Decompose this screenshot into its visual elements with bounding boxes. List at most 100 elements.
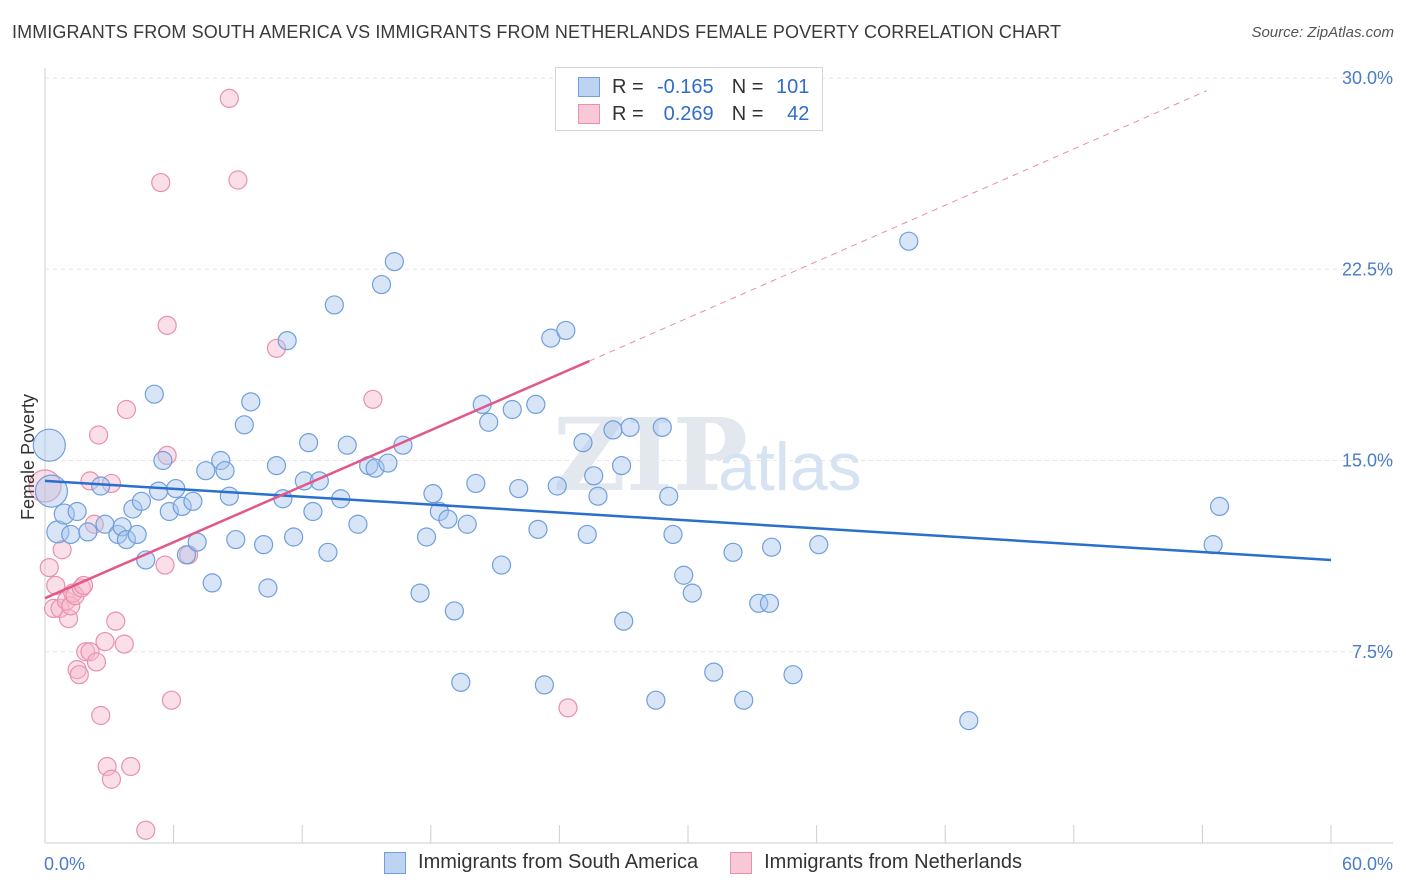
data-point <box>112 517 132 537</box>
data-point <box>318 542 338 562</box>
data-point <box>136 820 156 840</box>
legend-row-netherlands: R = 0.269 N = 42 <box>578 101 809 127</box>
data-point <box>348 514 368 534</box>
y-tick-label: 22.5% <box>1342 259 1393 279</box>
data-point <box>97 756 117 777</box>
data-point <box>652 417 672 437</box>
data-point <box>674 565 694 585</box>
data-point <box>84 514 104 534</box>
series-netherlands-points <box>28 88 578 840</box>
watermark-zip: ZIP <box>553 396 748 514</box>
data-point <box>144 384 164 404</box>
legend-n-label: N = <box>731 75 764 98</box>
y-tick-label: 30.0% <box>1342 68 1393 88</box>
data-point <box>502 399 522 420</box>
legend-row-south-america: R = -0.165 N = 101 <box>578 74 809 100</box>
data-point <box>423 484 443 504</box>
series-legend-item-netherlands[interactable]: Immigrants from Netherlands <box>730 851 1022 874</box>
data-point <box>131 491 152 511</box>
data-point <box>266 338 287 358</box>
data-point <box>106 611 126 631</box>
y-tick-label: 15.0% <box>1342 451 1393 471</box>
data-point <box>155 555 175 575</box>
data-point <box>28 469 62 503</box>
data-point <box>611 456 632 476</box>
data-point <box>53 503 75 525</box>
data-point <box>234 415 254 435</box>
legend-swatch-pink <box>578 104 600 124</box>
series-legend-swatch-pink <box>730 851 753 874</box>
data-point <box>663 524 683 545</box>
trend-line-netherlands-extension <box>589 90 1207 362</box>
x-tick-label: 0.0% <box>44 854 85 874</box>
legend-n-label: N = <box>731 102 764 125</box>
data-point <box>558 698 578 718</box>
legend-r-label: R = <box>612 102 644 125</box>
axes <box>44 68 1393 844</box>
data-point <box>324 295 344 315</box>
data-point <box>783 665 803 685</box>
data-point <box>148 481 169 501</box>
data-point <box>541 328 561 348</box>
y-tick-label: 7.5% <box>1352 642 1393 662</box>
trend-lines <box>44 90 1332 600</box>
legend-r-label: R = <box>612 75 644 98</box>
data-point <box>116 399 137 420</box>
data-point <box>241 392 261 412</box>
data-point <box>646 690 666 710</box>
series-legend-item-south-america[interactable]: Immigrants from South America <box>384 851 698 874</box>
watermark: ZIP atlas <box>553 396 862 514</box>
data-point <box>254 535 274 555</box>
data-point <box>86 652 107 672</box>
data-point <box>153 450 173 471</box>
data-point <box>101 769 122 789</box>
correlation-legend: R = -0.165 N = 101 R = 0.269 N = 42 <box>555 67 823 131</box>
data-point <box>899 231 919 251</box>
legend-r-value: 0.269 <box>663 102 714 125</box>
data-point <box>80 471 100 491</box>
data-point <box>614 611 634 631</box>
trend-line-netherlands <box>44 359 590 600</box>
data-point <box>91 476 111 496</box>
data-point <box>371 274 392 295</box>
data-point <box>277 331 297 351</box>
data-point <box>32 428 66 462</box>
data-point <box>438 509 458 529</box>
data-point <box>91 705 111 726</box>
data-point <box>211 450 231 471</box>
legend-r-value: -0.165 <box>656 75 714 98</box>
trend-line-south-america <box>44 479 1332 562</box>
data-point <box>226 529 246 550</box>
data-point <box>52 540 72 560</box>
x-tick-label: 60.0% <box>1342 854 1393 874</box>
gridlines <box>45 77 1393 653</box>
data-point <box>127 524 147 545</box>
data-point <box>959 710 979 731</box>
data-point <box>659 486 679 506</box>
series-legend-label: Immigrants from Netherlands <box>764 851 1022 873</box>
data-point <box>682 583 702 603</box>
data-point <box>157 315 177 335</box>
data-point <box>266 456 287 476</box>
data-point <box>303 501 323 522</box>
data-point <box>95 631 115 652</box>
data-point <box>759 593 780 613</box>
data-point <box>491 555 512 575</box>
data-point <box>547 476 567 496</box>
data-point <box>577 524 597 545</box>
data-point <box>219 88 239 109</box>
data-point <box>365 458 385 478</box>
data-point <box>620 417 640 437</box>
legend-n-value: 42 <box>787 102 810 125</box>
data-point <box>121 756 141 777</box>
data-point <box>378 453 398 473</box>
data-point <box>761 537 782 557</box>
data-point <box>80 642 100 662</box>
series-legend-swatch-blue <box>384 851 407 874</box>
data-point <box>284 527 304 547</box>
data-point <box>151 172 171 193</box>
data-point <box>734 690 754 710</box>
data-point <box>299 433 319 453</box>
data-point <box>258 578 278 598</box>
